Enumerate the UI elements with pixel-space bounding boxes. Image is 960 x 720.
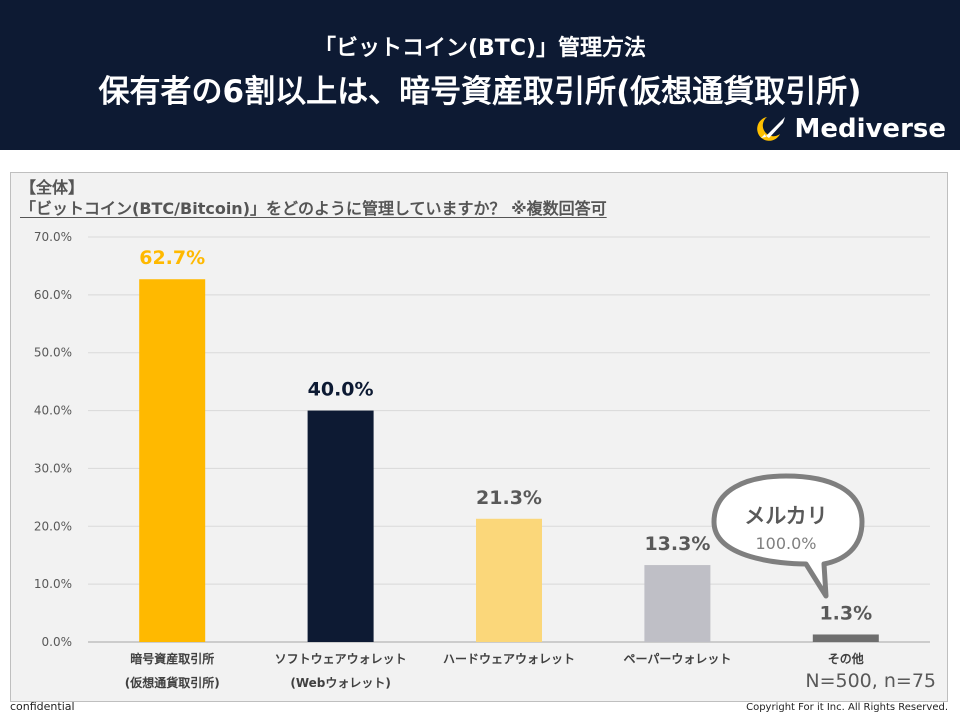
brand-name: Mediverse <box>794 114 946 144</box>
question-block: 【全体】 「ビットコイン(BTC/Bitcoin)」をどのように管理していますか… <box>20 178 607 220</box>
callout-shape <box>711 473 865 599</box>
question-text: 「ビットコイン(BTC/Bitcoin)」をどのように管理していますか？ ※複数… <box>20 199 607 218</box>
bar <box>476 518 542 642</box>
y-tick-label: 50.0% <box>34 346 72 360</box>
data-labels: 62.7% 40.0% 21.3% 13.3% 1.3% <box>139 247 872 624</box>
question-group: 【全体】 <box>20 178 85 197</box>
data-label: 40.0% <box>308 379 374 401</box>
rocket-moon-icon <box>757 117 786 141</box>
bar <box>139 279 206 642</box>
brand-logo: Mediverse <box>752 112 946 146</box>
axis-labels: 0.0% 10.0% 20.0% 30.0% 40.0% 50.0% 60.0% 70.0% 暗… <box>34 230 864 690</box>
y-tick-label: 30.0% <box>34 461 72 475</box>
callout-title: メルカリ <box>744 504 828 528</box>
bar <box>307 410 374 642</box>
bar <box>812 634 879 642</box>
callout-text: メルカリ 100.0% <box>724 500 848 553</box>
category-label: ペーパーウォレット <box>623 652 731 666</box>
header-banner: 「ビットコイン(BTC)」管理方法 保有者の6割以上は、暗号資産取引所(仮想通貨… <box>0 0 960 150</box>
bars <box>139 279 879 642</box>
y-tick-label: 0.0% <box>42 635 73 649</box>
callout-value: 100.0% <box>755 534 817 553</box>
category-label: (Webウォレット) <box>290 676 391 690</box>
y-tick-label: 70.0% <box>34 230 72 244</box>
bar <box>644 565 711 642</box>
data-label: 21.3% <box>476 487 542 509</box>
page-subtitle: 「ビットコイン(BTC)」管理方法 <box>313 36 647 61</box>
y-tick-label: 10.0% <box>34 577 72 591</box>
data-label: 1.3% <box>819 602 872 624</box>
footer-copyright: Copyright For it Inc. All Rights Reserve… <box>746 702 948 713</box>
footer-confidential: confidential <box>10 700 75 713</box>
sample-size: N=500, n=75 <box>805 670 936 692</box>
data-label: 13.3% <box>644 533 710 555</box>
category-label: ソフトウェアウォレット <box>275 652 407 666</box>
category-label: 暗号資産取引所 <box>130 651 214 666</box>
y-tick-label: 20.0% <box>34 519 72 533</box>
category-label: ハードウェアウォレット <box>443 652 575 666</box>
callout-bubble <box>711 473 865 599</box>
category-label: (仮想通貨取引所) <box>125 675 220 690</box>
data-label: 62.7% <box>139 247 205 269</box>
y-tick-label: 60.0% <box>34 288 72 302</box>
page-title: 保有者の6割以上は、暗号資産取引所(仮想通貨取引所) <box>98 74 862 110</box>
category-label: その他 <box>828 651 864 666</box>
y-tick-label: 40.0% <box>34 404 72 418</box>
